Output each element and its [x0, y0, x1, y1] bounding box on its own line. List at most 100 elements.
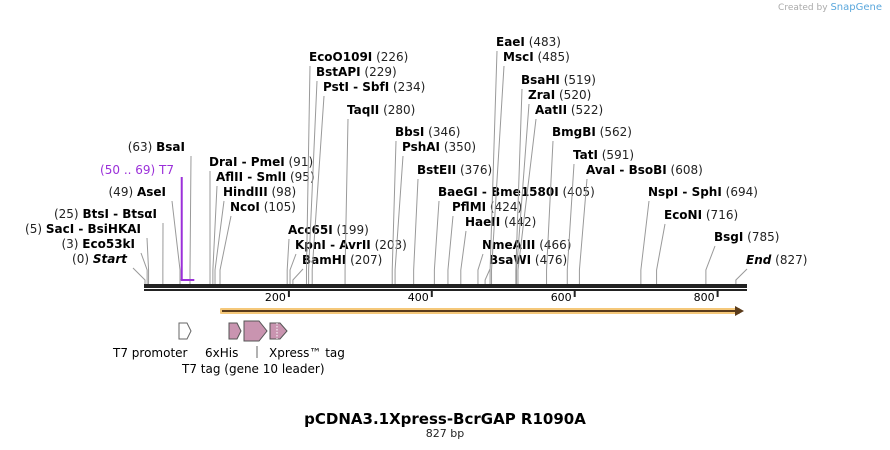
site-position: (694) [722, 185, 758, 199]
site-position: (346) [424, 125, 460, 139]
site-label: BamHI (207) [302, 253, 382, 267]
tick-label: 200 [265, 291, 286, 304]
site-drai-pmei[interactable]: DraI - PmeI (91) [209, 155, 313, 284]
site-label: BmgBI (562) [552, 125, 632, 139]
site-label: AflII - SmlI (95) [216, 170, 315, 184]
enzyme-name: AflII - SmlI [216, 170, 286, 184]
site-label: NspI - SphI (694) [648, 185, 758, 199]
site-position: (442) [500, 215, 536, 229]
cut-line [705, 245, 716, 284]
primer-label: (50 .. 69) T7 [100, 163, 174, 177]
enzyme-name: AvaI - BsoBI [586, 163, 667, 177]
enzyme-name: BstEII [417, 163, 456, 177]
site-label: DraI - PmeI (91) [209, 155, 313, 169]
site-msci[interactable]: MscI (485) [491, 50, 570, 284]
site-label: (49) AseI [109, 185, 167, 199]
enzyme-name: AatII [535, 103, 567, 117]
site-btsi-btsαi[interactable]: (25) BtsI - BtsαI [54, 207, 164, 284]
site-position: (827) [771, 253, 807, 267]
site-start[interactable]: (0) Start [72, 252, 146, 284]
site-bsgi[interactable]: BsgI (785) [705, 230, 780, 284]
site-aatii[interactable]: AatII (522) [517, 103, 603, 284]
enzyme-name: PflMI [452, 200, 486, 214]
site-bsteii[interactable]: BstEII (376) [413, 163, 493, 284]
site-label: KpnI - AvrII (203) [295, 238, 407, 252]
orf-arrow[interactable] [220, 306, 744, 316]
site-nspi-sphi[interactable]: NspI - SphI (694) [640, 185, 758, 284]
site-eco53ki[interactable]: (3) Eco53kI [61, 237, 148, 284]
cut-line [489, 50, 498, 284]
site-psti-sbfi[interactable]: PstI - SbfI (234) [311, 80, 425, 284]
backbone-top-strand [144, 284, 747, 288]
feature-label-6xhis: 6xHis [205, 346, 238, 360]
site-eaei[interactable]: EaeI (483) [489, 35, 561, 284]
site-aflii-smli[interactable]: AflII - SmlI (95) [212, 170, 315, 284]
primer-t7[interactable]: (50 .. 69) T7 [100, 163, 195, 281]
t7-tag-arrow[interactable] [243, 320, 268, 342]
cut-line [517, 118, 537, 284]
site-position: (591) [598, 148, 634, 162]
site-tati[interactable]: TatI (591) [566, 148, 634, 284]
cut-line [394, 155, 404, 284]
site-label: (63) BsaI [128, 140, 185, 154]
site-label: ZraI (520) [528, 88, 591, 102]
tick-label: 400 [408, 291, 429, 304]
enzyme-name: EcoNI [664, 208, 702, 222]
enzyme-name: HindIII [223, 185, 268, 199]
site-avai-bsobi[interactable]: AvaI - BsoBI (608) [578, 163, 703, 284]
enzyme-name: BsgI [714, 230, 743, 244]
enzyme-name: BsaWI [489, 253, 531, 267]
enzyme-name: BsaHI [521, 73, 560, 87]
site-label: HindIII (98) [223, 185, 296, 199]
cut-line [484, 268, 491, 284]
site-ncoi[interactable]: NcoI (105) [219, 200, 296, 284]
enzyme-name: AseI [137, 185, 166, 199]
site-bsawi[interactable]: BsaWI (476) [484, 253, 567, 284]
site-position: (0) [72, 252, 93, 266]
enzyme-name: BmgBI [552, 125, 596, 139]
6xhis-arrow[interactable] [228, 322, 242, 340]
site-bbsi[interactable]: BbsI (346) [391, 125, 460, 284]
cut-line [447, 215, 454, 284]
site-bstapi[interactable]: BstAPI (229) [308, 65, 397, 284]
plasmid-length: 827 bp [425, 427, 465, 440]
site-position: (226) [372, 50, 408, 64]
site-label: (5) SacI - BsiHKAI [25, 222, 141, 236]
site-position: (280) [379, 103, 415, 117]
site-position: (522) [567, 103, 603, 117]
site-taqii[interactable]: TaqII (280) [344, 103, 415, 284]
cut-line [515, 88, 523, 284]
enzyme-name: PstI - SbfI [323, 80, 389, 94]
site-end[interactable]: End (827) [735, 253, 808, 284]
site-label: BstAPI (229) [316, 65, 397, 79]
site-label: NcoI (105) [230, 200, 296, 214]
site-label: (25) BtsI - BtsαI [54, 207, 157, 221]
site-hindiii[interactable]: HindIII (98) [214, 185, 296, 284]
site-asei[interactable]: (49) AseI [109, 185, 181, 284]
site-saci-bsihkai[interactable]: (5) SacI - BsiHKAI [25, 222, 150, 284]
site-position: (98) [268, 185, 296, 199]
site-ecoo109i[interactable]: EcoO109I (226) [305, 50, 408, 284]
cut-line [460, 230, 467, 284]
site-position: (485) [534, 50, 570, 64]
xpress-tag-arrow[interactable] [269, 322, 288, 340]
site-bsahi[interactable]: BsaHI (519) [515, 73, 596, 284]
cut-line [516, 103, 530, 284]
site-zrai[interactable]: ZraI (520) [516, 88, 592, 284]
enzyme-name: BbsI [395, 125, 424, 139]
site-pshai[interactable]: PshAI (350) [394, 140, 476, 284]
site-label: PstI - SbfI (234) [323, 80, 425, 94]
backbone-bottom-strand [144, 289, 747, 291]
tick-mark [573, 289, 576, 297]
site-nmeaiii[interactable]: NmeAIII (466) [477, 238, 572, 284]
site-position: (25) [54, 207, 82, 221]
cut-line [171, 200, 181, 284]
enzyme-name: NcoI [230, 200, 260, 214]
site-bmgbi[interactable]: BmgBI (562) [546, 125, 632, 284]
site-econi[interactable]: EcoNI (716) [656, 208, 739, 284]
t7-promoter-arrow[interactable] [178, 322, 192, 340]
site-label: BaeGI - Bme1580I (405) [438, 185, 595, 199]
cut-line [311, 95, 325, 284]
cut-line [214, 200, 225, 284]
site-position: (63) [128, 140, 156, 154]
